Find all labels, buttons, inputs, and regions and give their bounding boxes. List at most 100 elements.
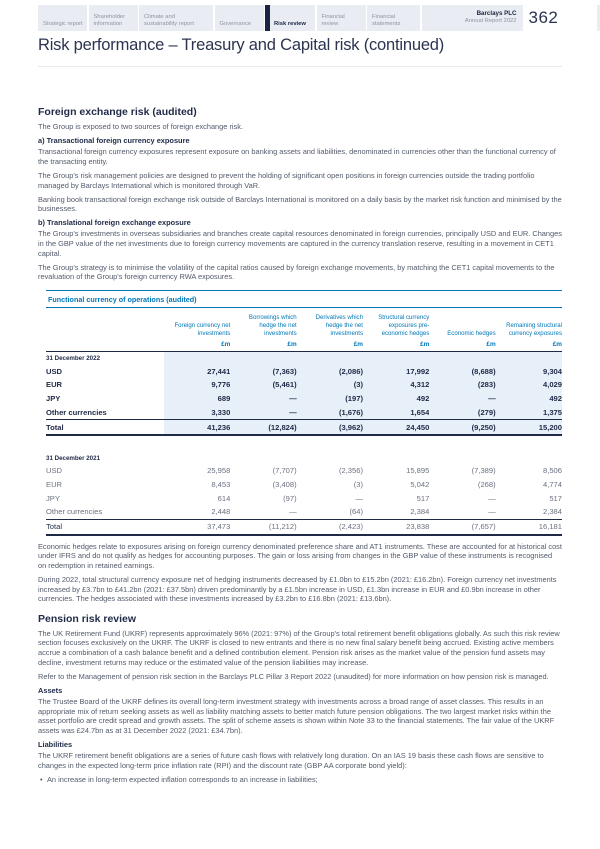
paragraph: The Group's risk management policies are… <box>38 170 535 190</box>
nav-tab-label: Financial statements <box>372 13 401 27</box>
paragraph: The UKRF retirement benefit obligations … <box>38 750 544 770</box>
nav-tab-label: Risk review <box>274 20 306 27</box>
row-value: 492 <box>363 391 430 406</box>
row-value: 8,506 <box>542 466 562 476</box>
nav-tab-shareholder-information[interactable]: Shareholder information <box>88 5 138 31</box>
row-value: 16,181 <box>538 522 562 532</box>
section-date-row: 31 December 2022 <box>46 351 562 365</box>
table-column-headers: Foreign currency net investments Borrowin… <box>46 308 562 338</box>
row-value: 614 <box>217 493 231 503</box>
table-row-total: Total 37,473 (11,212) (2,423) 23,838 (7,657) 1… <box>46 520 562 536</box>
nav-tab-financial-statements[interactable]: Financial statements <box>367 5 420 31</box>
top-navigation: Strategic report Shareholder information C… <box>38 5 600 31</box>
row-value: 4,312 <box>363 378 430 392</box>
row-value: (2,086) <box>296 364 363 379</box>
row-value: 4,774 <box>542 479 562 489</box>
section-date-label: 31 December 2022 <box>46 355 101 363</box>
table-row-other-currencies: Other currencies 3,330— (1,676) 1,654 (279) 1… <box>46 405 562 421</box>
unit-label: £m <box>486 340 496 348</box>
row-value: 17,992 <box>363 364 430 379</box>
section-date-cell <box>164 351 231 365</box>
row-value: 1,375 <box>495 405 562 420</box>
table-row-jpy: JPY 614 (97) — 517 — 517 <box>46 491 562 505</box>
row-value: 2,384 <box>410 507 430 517</box>
row-value: (2,423) <box>338 522 363 532</box>
row-value: — <box>230 391 297 406</box>
row-value: — <box>488 507 496 517</box>
nav-tab-climate-and-sustainability-report[interactable]: Climate and sustainability report <box>139 5 213 31</box>
row-value: 5,042 <box>410 479 430 489</box>
paragraph: Banking book transactional foreign excha… <box>38 194 562 214</box>
section-date-cell <box>363 351 430 365</box>
row-value: (3,408) <box>272 479 297 489</box>
table-row-jpy: JPY 689— (197) 492—492 <box>46 391 562 406</box>
bullet-item: An increase in long-term expected inflat… <box>38 775 562 785</box>
row-value: (5,461) <box>230 378 297 392</box>
table-section-31-december-2021: 31 December 2021 USD 25,958 (7,707) (2,356) 1… <box>46 451 562 536</box>
section-heading: b) Translational foreign exchange exposu… <box>38 218 191 228</box>
row-value: — <box>289 507 297 517</box>
row-label: USD <box>46 366 63 376</box>
row-label: JPY <box>46 394 61 404</box>
nav-tab-label: Governance <box>219 20 252 27</box>
nav-tab-strategic-report[interactable]: Strategic report <box>38 5 87 31</box>
row-value: 2,448 <box>211 507 231 517</box>
section-date-cell <box>429 451 495 464</box>
table-row-other-currencies: Other currencies 2,448 — (64) 2,384 — 2,384 <box>46 505 562 520</box>
row-value: 15,895 <box>406 466 430 476</box>
nav-tab-governance[interactable]: Governance <box>214 5 264 31</box>
row-value: (1,676) <box>296 405 363 420</box>
nav-tab-financial-review[interactable]: Financial review <box>316 5 366 31</box>
row-value: (97) <box>283 493 297 503</box>
row-value: 41,236 <box>164 420 231 435</box>
section-date-cell <box>495 351 562 365</box>
section-date-label: 31 December 2021 <box>46 454 101 462</box>
section-date-cell <box>164 451 230 464</box>
row-value: 23,838 <box>406 522 430 532</box>
table-section-31-december-2022: 31 December 2022 USD 27,441 (7,363) (2,086) 1… <box>46 351 562 437</box>
section-heading: a) Transactional foreign currency exposu… <box>38 136 190 146</box>
unit-label: £m <box>287 340 297 348</box>
unit-label: £m <box>221 340 231 348</box>
row-value: 2,384 <box>542 507 562 517</box>
page-number: 362 <box>528 8 559 27</box>
row-value: (197) <box>296 391 363 406</box>
column-header: Structural currency exposures pre-econom… <box>378 314 430 337</box>
row-value: 517 <box>416 493 430 503</box>
brand-name: Barclays PLC <box>476 10 517 18</box>
row-value: (7,389) <box>471 466 496 476</box>
row-value: (11,212) <box>268 522 297 532</box>
column-header: Foreign currency net investments <box>174 321 231 337</box>
row-value: — <box>355 493 363 503</box>
row-value: 9,304 <box>495 364 562 379</box>
section-date-cell <box>230 451 296 464</box>
section-date-cell <box>230 351 297 365</box>
row-value: 492 <box>495 391 562 406</box>
paragraph: Economic hedges relate to exposures aris… <box>38 541 562 570</box>
page-number-box: 362 <box>522 5 597 31</box>
functional-currency-table: Functional currency of operations (audit… <box>46 290 562 536</box>
paragraph: Refer to the Management of pension risk … <box>38 671 549 681</box>
table-row-eur: EUR 8,453 (3,408) (3) 5,042 (268) 4,774 <box>46 477 562 491</box>
section-date-cell <box>297 451 363 464</box>
pension-risk-section: Economic hedges relate to exposures aris… <box>38 542 562 785</box>
row-value: 15,200 <box>495 420 562 435</box>
nav-tab-risk-review[interactable]: Risk review <box>265 5 315 31</box>
row-value: (3,962) <box>296 420 363 435</box>
row-value: 27,441 <box>164 364 231 379</box>
foreign-exchange-section: Foreign exchange risk (audited) The Group… <box>38 106 562 282</box>
section-date-cell <box>429 351 496 365</box>
section-date-cell <box>363 451 429 464</box>
row-value: 24,450 <box>363 420 430 435</box>
table-unit-row: £m £m £m £m £m £m <box>46 338 562 352</box>
row-value: 25,958 <box>207 466 231 476</box>
row-value: — <box>488 493 496 503</box>
row-value: (283) <box>429 378 496 392</box>
section-date-row: 31 December 2021 <box>46 451 562 464</box>
row-value: (7,363) <box>230 364 297 379</box>
paragraph: Transactional foreign currency exposures… <box>38 147 556 166</box>
nav-tab-label: Financial review <box>321 13 345 27</box>
paragraph: The Group's strategy is to minimise the … <box>38 262 555 282</box>
section-heading: Assets <box>38 685 63 695</box>
